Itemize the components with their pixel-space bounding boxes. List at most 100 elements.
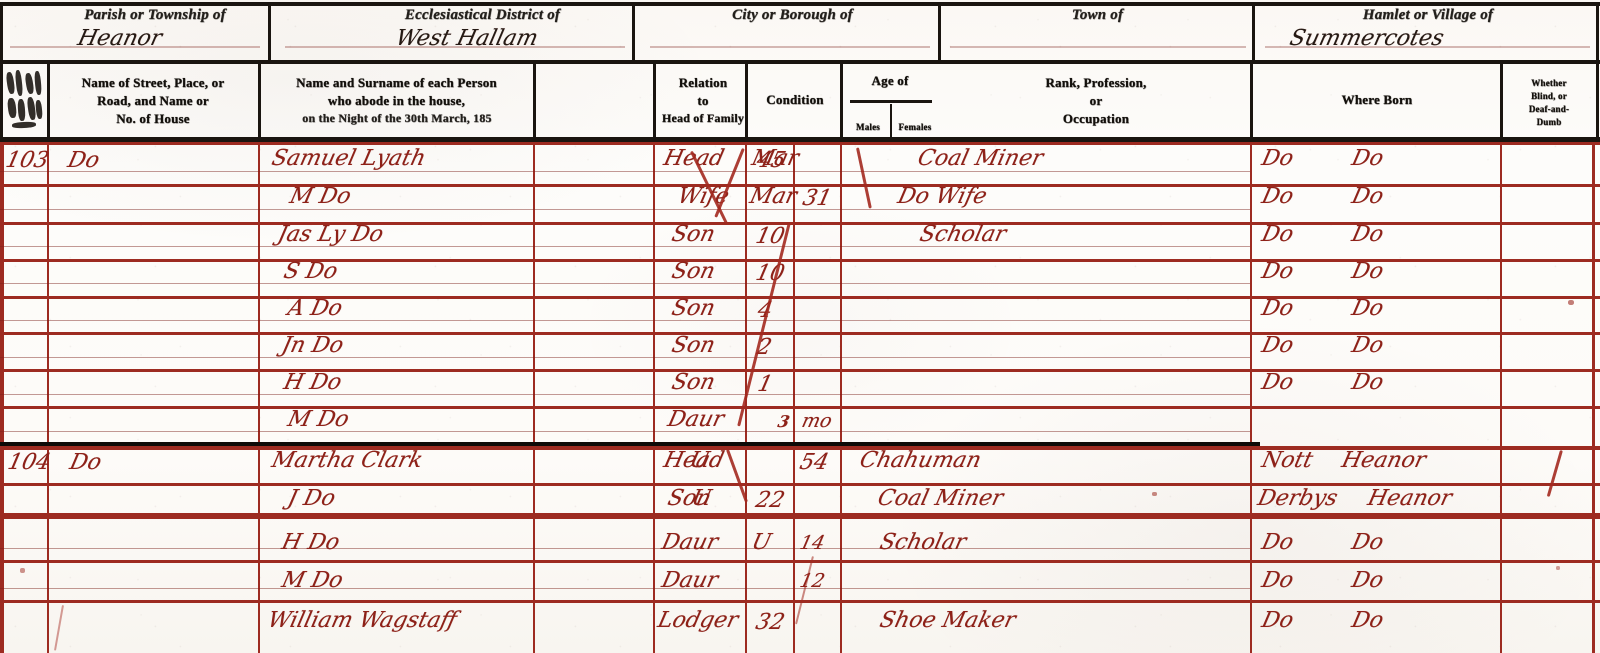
row-0-name: Samuel Lyath <box>269 146 429 171</box>
row-0-age-male: 45 <box>754 148 789 173</box>
schedule-blot-8 <box>35 99 43 120</box>
body-border-agemale <box>793 142 795 653</box>
ink-fleck-2 <box>1152 492 1157 496</box>
schedule-blot-2 <box>14 69 24 97</box>
col-border-name <box>533 64 536 138</box>
row-11-name: M Do <box>279 568 346 593</box>
col-border-address <box>258 64 261 138</box>
row-7-age-female: mo <box>799 410 835 432</box>
row-12-age-male: 32 <box>753 610 788 635</box>
body-border-left <box>0 142 4 653</box>
ecclesiastical-district-label: Ecclesiastical District of <box>404 7 561 23</box>
row-rule-11 <box>0 560 1600 563</box>
body-border-occupation <box>1250 142 1252 653</box>
row-10-relation: Daur <box>659 530 721 555</box>
row-7-age-male: 3 <box>775 412 792 431</box>
row-1-condition: Mar <box>747 184 800 209</box>
row-6-birthplace-place: Do <box>1349 370 1386 395</box>
row-6-age-male: 1 <box>755 372 776 397</box>
row-6-relation: Son <box>669 370 718 395</box>
col-border-relation <box>653 64 656 138</box>
body-border-right <box>1592 142 1595 653</box>
body-border-birthplace <box>1500 142 1502 653</box>
row-rule-7 <box>0 406 1600 409</box>
row-rule-8-household-break <box>0 442 1260 447</box>
row-rule-5 <box>0 332 1600 335</box>
ink-fleck-4 <box>1556 566 1560 570</box>
header-relation-line-3: Head of Family <box>661 111 745 125</box>
row-4-name: A Do <box>285 296 345 321</box>
row-3-relation: Son <box>669 259 718 284</box>
row-1-name: M Do <box>287 184 354 209</box>
place-divider-4 <box>1252 4 1255 62</box>
body-border-schedule <box>47 142 49 653</box>
row-2-birthplace-place: Do <box>1349 222 1386 247</box>
header-age-males: Males <box>856 122 880 132</box>
row-6-name: H Do <box>281 370 345 395</box>
row-1-birthplace-place: Do <box>1349 184 1386 209</box>
header-relation-line-2: to <box>697 93 709 108</box>
guide-rule-6 <box>0 357 1250 358</box>
row-10-condition: U <box>749 530 774 555</box>
header-name-line-2: who abode in the house, <box>327 93 466 108</box>
header-address-line-2: Road, and Name or <box>97 93 209 108</box>
row-rule-9 <box>0 483 1600 486</box>
col-border-age <box>840 64 843 138</box>
header-age-females: Females <box>898 122 932 132</box>
hamlet-village-label: Hamlet or Village of <box>1362 7 1494 23</box>
row-0-schedule: 103 <box>3 148 52 173</box>
row-7-relation: Daur <box>665 407 727 432</box>
header-bottom-border <box>0 60 1600 64</box>
parish-label: Parish or Township of <box>84 7 226 23</box>
header-infirmity-line-4: Dumb <box>1536 117 1562 127</box>
row-10-occupation: Scholar <box>877 530 969 555</box>
col-border-birthplace <box>1500 64 1503 138</box>
row-rule-6 <box>0 369 1600 372</box>
row-9-birthplace-place: Heanor <box>1365 486 1455 511</box>
header-occupation-line-1: Rank, Profession, <box>1045 75 1147 90</box>
row-3-birthplace-county: Do <box>1259 259 1296 284</box>
header-condition-label: Condition <box>766 92 824 107</box>
schedule-blot-3 <box>24 72 35 95</box>
place-left-border <box>0 4 3 62</box>
row-4-birthplace-place: Do <box>1349 296 1386 321</box>
header-name-line-1: Name and Surname of each Person <box>296 75 497 90</box>
place-guide-4 <box>950 46 1246 48</box>
row-8-schedule: 104 <box>5 450 54 475</box>
header-age-label: Age of <box>871 73 909 88</box>
row-1-occupation: Do Wife <box>895 184 990 209</box>
row-rule-2 <box>0 222 1600 225</box>
header-address-line-1: Name of Street, Place, or <box>81 75 225 90</box>
guide-rule-12 <box>0 588 1250 589</box>
col-border-schedule <box>47 64 50 138</box>
col-border-occupation <box>1250 64 1253 138</box>
header-top-border <box>0 2 1600 6</box>
row-11-birthplace-county: Do <box>1259 568 1296 593</box>
row-rule-1 <box>0 184 1600 187</box>
row-11-age-female: 12 <box>797 570 827 592</box>
row-5-name: Jn Do <box>279 333 346 358</box>
schedule-blot-9 <box>11 121 37 129</box>
row-12-name: William Wagstaff <box>265 608 460 633</box>
age-subcolumn-divider <box>890 104 892 138</box>
row-3-age-male: 10 <box>753 261 788 286</box>
place-divider-1 <box>268 4 271 62</box>
row-0-birthplace-place: Do <box>1349 146 1386 171</box>
header-relation-line-1: Relation <box>678 75 728 90</box>
schedule-blot-5 <box>6 97 18 119</box>
row-rule-8b <box>0 446 1600 450</box>
row-3-name: S Do <box>281 259 340 284</box>
header-infirmity-line-2: Blind, or <box>1531 91 1567 101</box>
row-1-birthplace-county: Do <box>1259 184 1296 209</box>
row-5-birthplace-place: Do <box>1349 333 1386 358</box>
row-9-name: J Do <box>285 486 338 511</box>
ink-fleck-1 <box>1568 300 1574 305</box>
row-10-birthplace-county: Do <box>1259 530 1296 555</box>
row-9-birthplace-county: Derbys <box>1255 486 1340 511</box>
row-10-birthplace-place: Do <box>1349 530 1386 555</box>
row-6-birthplace-county: Do <box>1259 370 1296 395</box>
city-borough-label: City or Borough of <box>732 7 853 23</box>
row-rule-0 <box>0 142 1600 145</box>
row-2-relation: Son <box>669 222 718 247</box>
row-3-birthplace-place: Do <box>1349 259 1386 284</box>
